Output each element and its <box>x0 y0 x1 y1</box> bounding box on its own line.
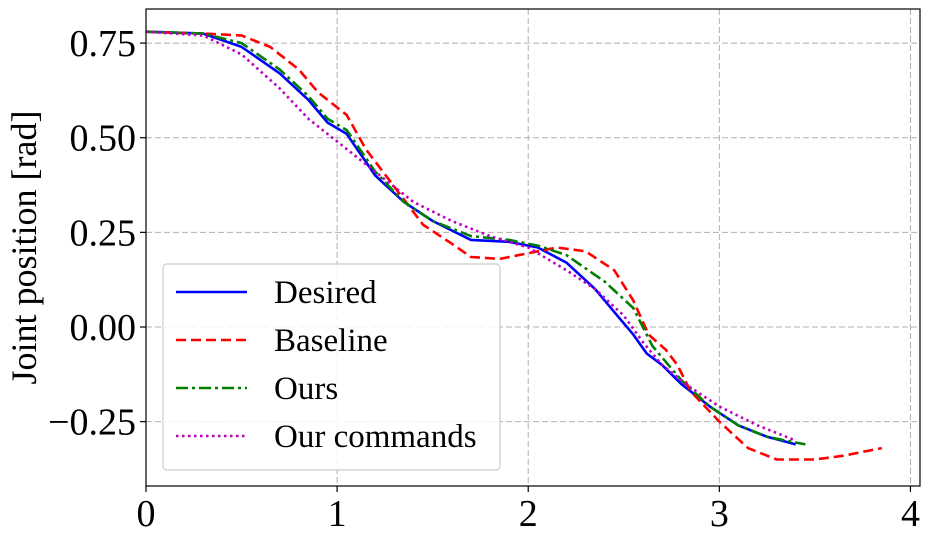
x-tick-label: 3 <box>710 493 729 535</box>
series-layer <box>145 30 883 461</box>
legend: Desired Baseline Ours Our commands <box>162 263 501 471</box>
legend-box <box>162 263 501 471</box>
y-tick-label: 0.25 <box>70 212 137 254</box>
x-tick-label: 1 <box>328 493 347 535</box>
y-tick-label: −0.25 <box>48 402 136 444</box>
x-tick-label: 2 <box>519 493 538 535</box>
legend-label: Ours <box>274 371 338 407</box>
series-line-3 <box>145 30 806 446</box>
y-tick-label: 0.50 <box>70 118 137 160</box>
plot-frame <box>145 8 921 487</box>
x-tick-label: 4 <box>901 493 920 535</box>
series-line-2 <box>145 30 883 461</box>
tick-layer: 0 1 2 3 4 −0.25 0.00 0.25 0.50 0.75 <box>48 23 920 535</box>
y-tick-label: 0.75 <box>70 23 137 65</box>
series-line-1 <box>145 30 797 446</box>
legend-label: Desired <box>274 275 377 311</box>
legend-label: Baseline <box>274 323 388 359</box>
y-axis-label: Joint position [rad] <box>4 111 44 385</box>
y-tick-label: 0.00 <box>70 307 137 349</box>
series-line-4 <box>145 30 797 442</box>
legend-label: Our commands <box>274 419 477 455</box>
x-tick-label: 0 <box>137 493 156 535</box>
